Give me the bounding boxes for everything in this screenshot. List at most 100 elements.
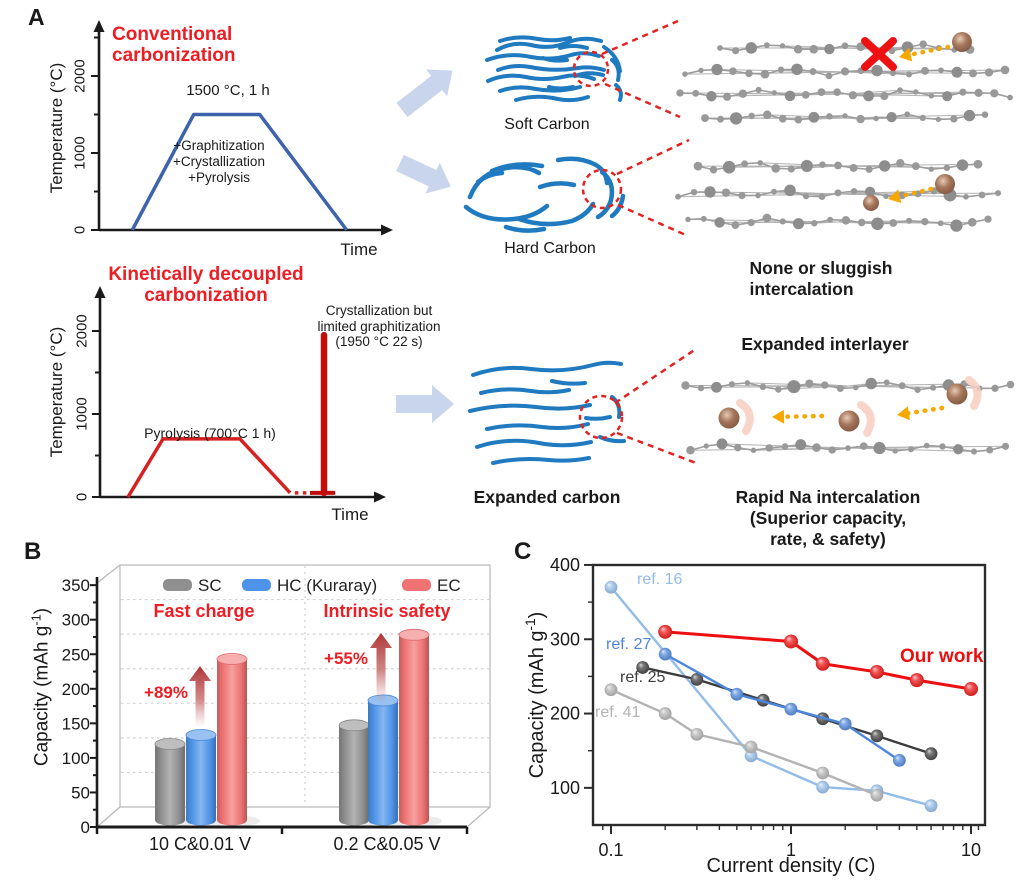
bar-top [154,738,186,750]
carbon-atom [706,91,717,102]
carbon-atom [690,188,698,196]
carbon-atom [963,193,969,200]
data-point-ref. 16 [604,580,618,594]
carbon-atom [898,191,906,200]
carbon-atom [794,115,803,124]
zoom-callout-circle [578,394,624,440]
carbon-atom [755,192,761,199]
carbon-atom [956,159,969,171]
carbon-atom [935,116,941,123]
carbon-atom [901,41,914,54]
perspective-edge [96,806,121,828]
perspective-edge [96,564,121,584]
carbon-atom [973,159,983,169]
panel-a-graphic [91,19,1015,503]
arrow-to-expanded-carbon-icon [396,385,454,423]
carbon-atom [845,445,851,451]
carbon-atom [873,115,879,122]
carbon-atom [969,69,977,78]
carbon-atom [1007,94,1013,101]
path-shape [471,360,623,377]
carbon-atom [1001,442,1010,450]
x-axis-arrowhead [374,491,386,503]
carbon-atom [984,68,994,77]
carbon-atom [793,44,803,54]
carbon-atom [896,159,905,168]
carbon-atom [840,67,850,76]
carbon-atom [812,443,821,452]
perspective-edge [466,806,491,828]
series-label-ref. 27: ref. 27 [606,636,652,653]
carbon-atom [871,217,884,231]
carbon-atom [849,163,858,172]
y-tick-label: 400 [550,555,580,575]
bar-top [216,653,248,665]
carbon-atom [821,381,829,389]
graphite-lattice-closed [676,40,1013,125]
data-point-ref. 41 [604,683,618,697]
carbon-atom [811,220,818,227]
carbon-atom [779,218,786,225]
path-shape [555,156,610,186]
panel-a-letter: A [28,4,45,30]
carbon-atom [757,160,763,166]
carbon-atom [802,193,810,200]
carbon-atom [747,218,755,227]
bar-EC [217,658,247,820]
wall-frame [119,564,491,808]
panel-b-y-axis-title-sup: -1 [28,614,44,626]
panel-c-letter: C [514,538,532,565]
path-shape [558,44,589,50]
carbon-atom [850,188,858,195]
soft-carbon-sketch [485,35,623,103]
carbon-atom [967,217,977,227]
carbon-atom [745,69,753,78]
carbon-atom [809,68,817,76]
conventional-process-steps: +Graphitization +Crystallization +Pyroly… [173,138,265,185]
legend-swatch-EC [402,579,431,591]
legend-label: HC (Kuraray) [277,576,377,595]
y-tick-label: 200 [62,680,90,699]
carbon-atom [692,89,700,97]
carbon-atom [984,215,992,223]
panel-c-chart: 0.1 1 10 100 200 300 400 [550,555,987,860]
carbon-atom [986,446,994,454]
x-tick-label: 0.1 [598,840,623,860]
carbon-atom [771,90,777,96]
carbon-atom [778,114,787,123]
path-shape [547,85,575,91]
carbon-atom [883,379,890,386]
carbon-atom [978,191,986,199]
path-shape [516,201,596,227]
panel-b-y-axis-title-end: ) [31,607,53,615]
rapid-intercalation-caption: Rapid Na intercalation (Superior capacit… [735,487,921,549]
conventional-plateau-label: 1500 °C, 1 h [186,82,270,99]
pyrolysis-label: Pyrolysis (700°C 1 h) [144,425,276,441]
carbon-atom [828,446,836,454]
panel-c-y-axis-title: Capacity (mAh g-1) [523,612,549,779]
carbon-atom [721,188,731,197]
conventional-x-axis-title: Time [340,240,378,259]
carbon-atom [693,161,703,171]
carbon-atom [963,109,976,122]
carbon-atom [836,384,844,392]
carbon-atom [889,69,897,77]
path-shape [573,71,605,78]
bar-top [338,719,370,732]
carbon-atom [865,377,877,390]
carbon-atom [888,47,896,55]
x-tick-label: 1 [786,840,796,860]
panel-b-y-axis-title: Capacity (mAh g-1) [28,608,53,766]
carbon-atom [784,90,796,102]
carbon-atom [741,160,749,168]
data-point-ref. 41 [816,766,830,780]
bar-bottom [339,814,369,826]
carbon-atom [942,91,953,102]
na-path-arrowhead-icon [888,189,902,204]
carbon-atom [787,380,801,394]
carbon-atom [805,379,814,388]
carbon-atom [759,383,767,391]
data-point-ref. 41 [870,788,884,802]
carbon-atom [943,164,951,172]
